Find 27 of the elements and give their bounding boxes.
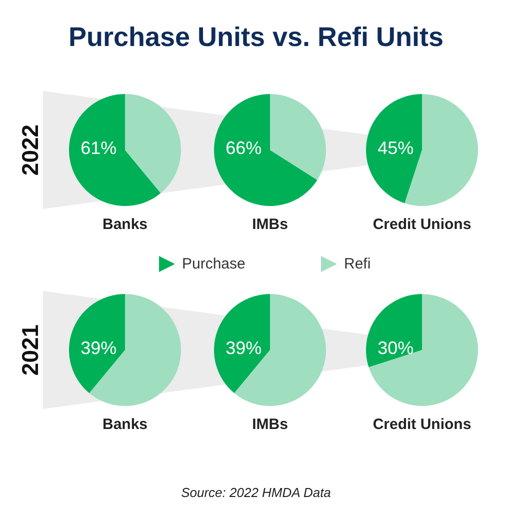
data-label: 39%	[226, 338, 262, 358]
data-label: 66%	[226, 138, 262, 158]
pie-slice	[125, 94, 181, 194]
data-label: 30%	[378, 338, 414, 358]
text: Credit Unions	[372, 216, 472, 233]
pie-slice	[69, 294, 125, 394]
text: Credit Unions	[372, 416, 472, 433]
text: IMBs	[252, 216, 288, 233]
pie-slice	[69, 94, 161, 206]
pie-slice	[366, 294, 422, 368]
text: 2022	[17, 124, 43, 176]
legend-label: Purchase	[182, 256, 246, 272]
pie-slice	[214, 294, 270, 394]
text: Banks	[102, 416, 148, 433]
text: Banks	[102, 216, 148, 233]
text: 2021	[17, 324, 43, 376]
data-label: 61%	[80, 138, 117, 158]
source-note: Source: 2022 HMDA Data	[181, 485, 331, 500]
pie-slice	[366, 94, 422, 204]
pie-slice	[214, 94, 318, 206]
text: IMBs	[252, 416, 288, 433]
data-label: 45%	[378, 138, 414, 158]
pie-slice	[270, 94, 326, 180]
text: Purchase Units vs. Refi Units	[68, 22, 444, 52]
legend-label: Refi	[344, 256, 371, 272]
pie-slice	[368, 294, 478, 406]
data-label: 39%	[80, 338, 117, 358]
